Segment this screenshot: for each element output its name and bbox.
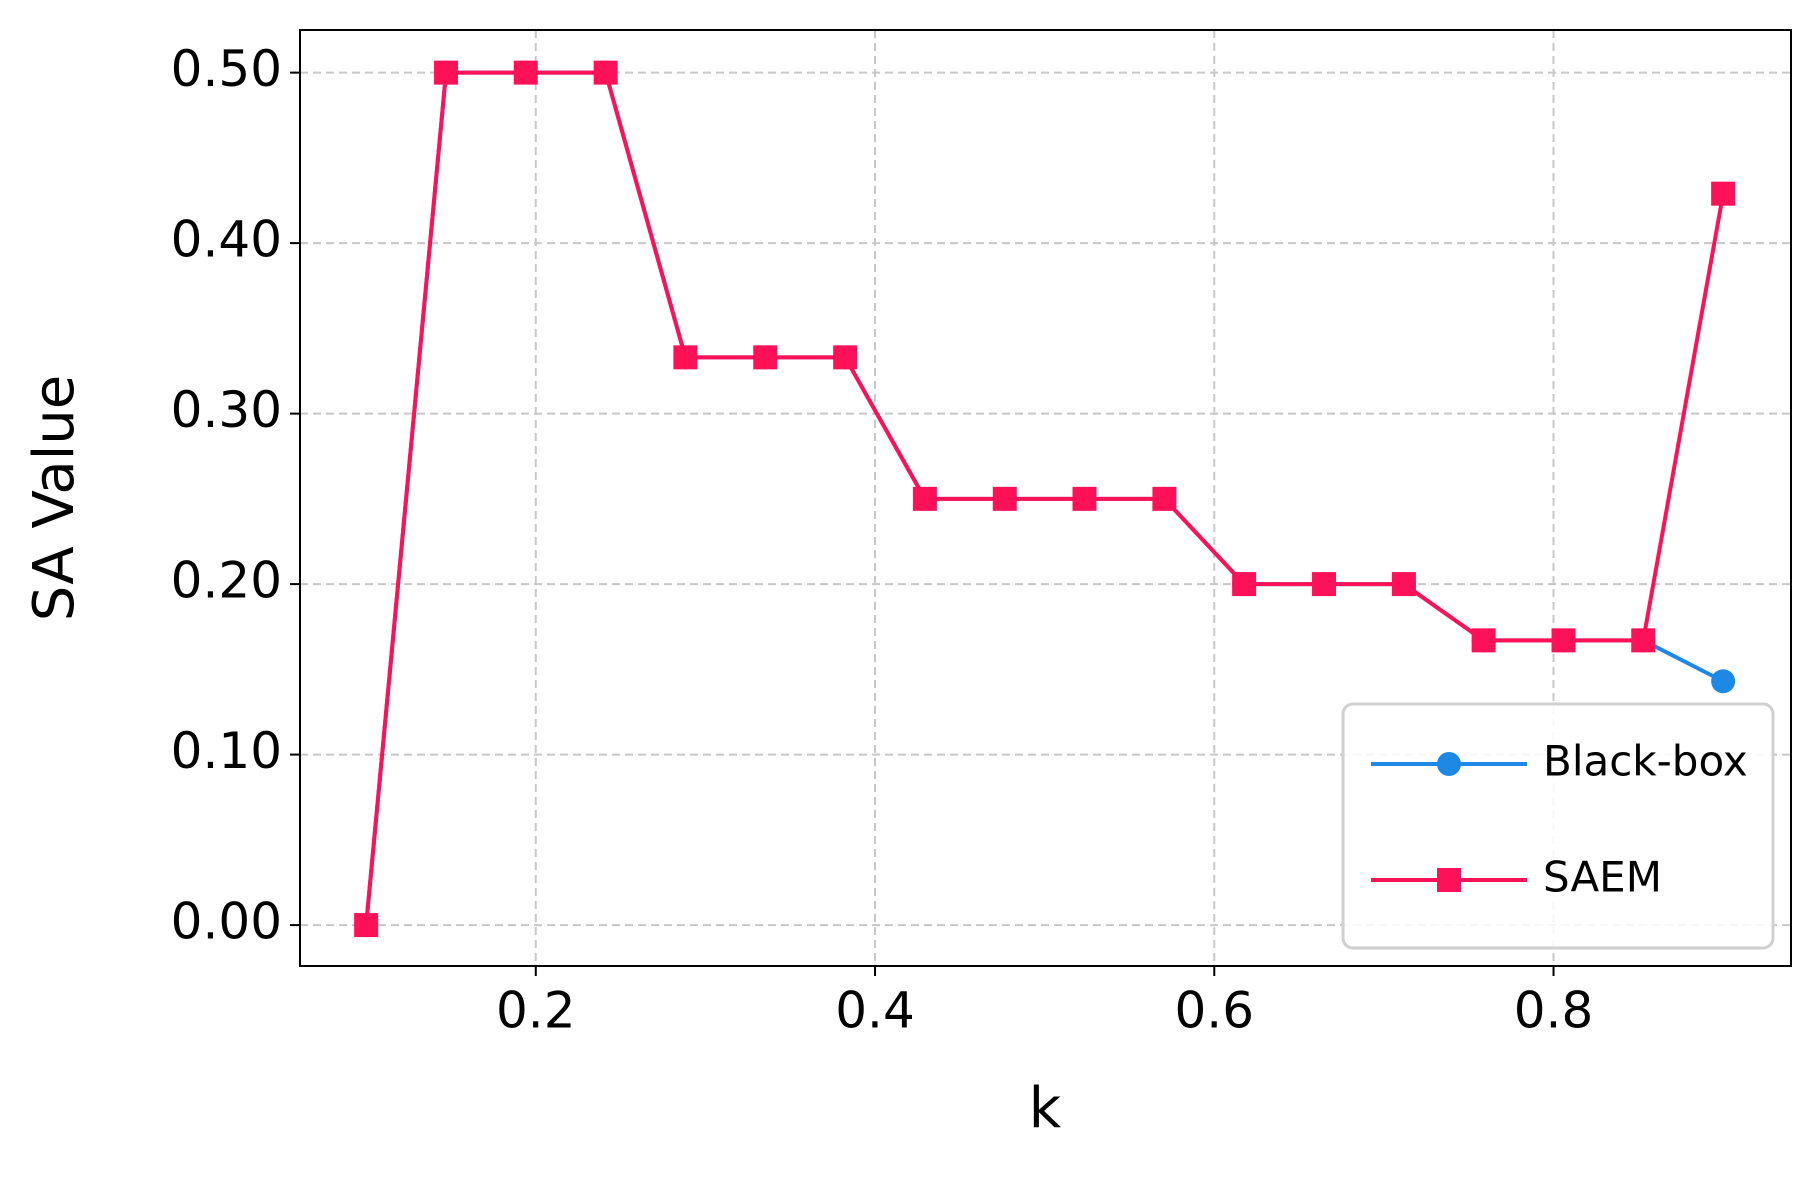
marker xyxy=(1312,572,1337,597)
marker xyxy=(1471,628,1496,653)
marker xyxy=(912,486,937,511)
marker xyxy=(1631,628,1656,653)
marker xyxy=(833,345,858,370)
marker xyxy=(434,60,459,85)
y-tick-label: 0.00 xyxy=(171,893,282,951)
y-tick-label: 0.10 xyxy=(171,722,282,780)
marker xyxy=(1711,181,1736,206)
marker xyxy=(992,486,1017,511)
x-axis-label: k xyxy=(1029,1076,1062,1141)
x-tick-label: 0.2 xyxy=(496,982,576,1040)
marker xyxy=(1232,572,1257,597)
legend-marker xyxy=(1437,868,1461,892)
x-tick-label: 0.4 xyxy=(835,982,915,1040)
x-tick-label: 0.8 xyxy=(1514,982,1594,1040)
legend-label: Black-box xyxy=(1543,737,1748,786)
marker xyxy=(1072,486,1097,511)
marker xyxy=(753,345,778,370)
marker xyxy=(593,60,618,85)
legend-marker xyxy=(1437,752,1461,776)
marker xyxy=(1551,628,1576,653)
y-tick-label: 0.20 xyxy=(171,552,282,610)
marker xyxy=(1391,572,1416,597)
plot-frame xyxy=(299,29,1792,967)
y-axis-label: SA Value xyxy=(22,375,87,621)
y-tick-label: 0.50 xyxy=(171,40,282,98)
marker xyxy=(673,345,698,370)
series-line xyxy=(364,70,1726,926)
marker xyxy=(1152,486,1177,511)
legend-label: SAEM xyxy=(1543,853,1662,902)
marker xyxy=(513,60,538,85)
y-tick-label: 0.40 xyxy=(171,211,282,269)
marker xyxy=(354,913,379,938)
y-tick-label: 0.30 xyxy=(171,381,282,439)
marker xyxy=(1711,669,1736,694)
x-tick-label: 0.6 xyxy=(1175,982,1255,1040)
